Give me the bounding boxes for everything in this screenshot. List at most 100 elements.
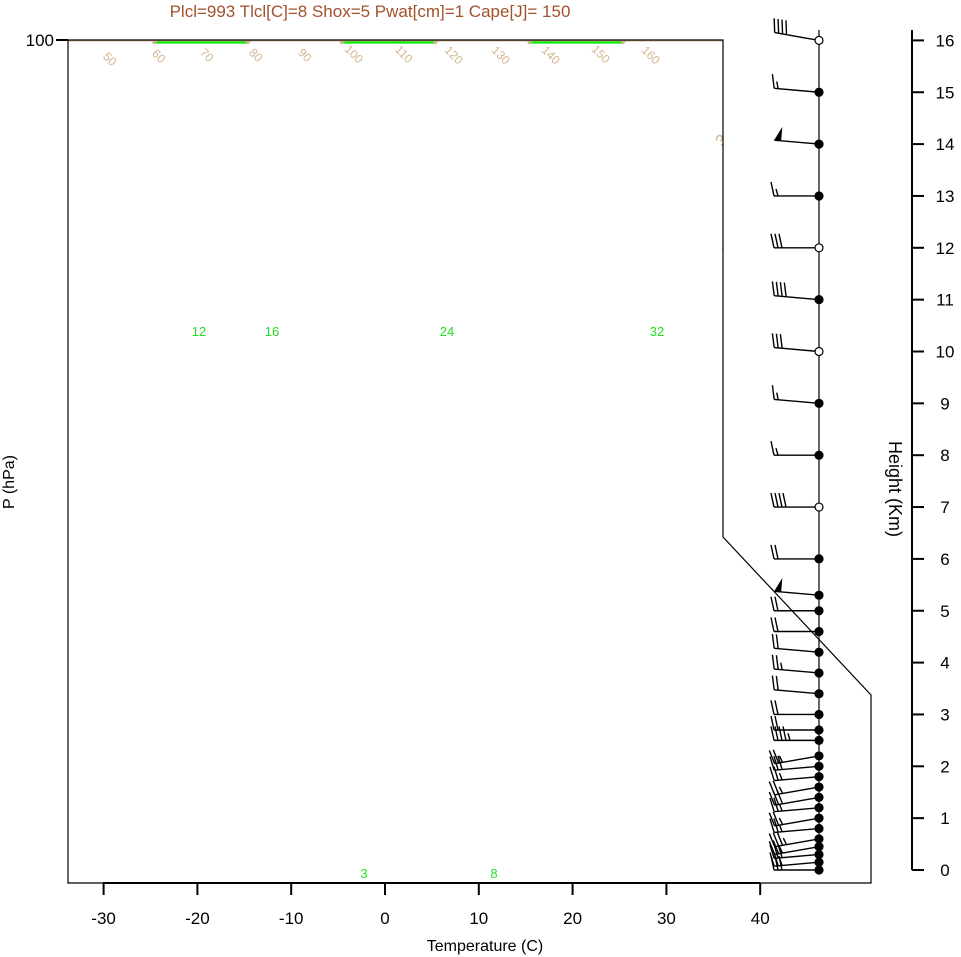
- height-tick-label: 1: [940, 809, 949, 828]
- wind-barb-flag: [772, 780, 780, 795]
- wind-barb-flag: [775, 634, 779, 649]
- wind-barb-flag: [770, 492, 775, 508]
- wind-barb-flag: [771, 634, 775, 649]
- wind-level-marker: [814, 751, 824, 761]
- y-tick-label: 100: [26, 31, 54, 50]
- wind-barb-flag: [768, 833, 776, 847]
- wind-barb-half-flag: [782, 837, 788, 845]
- wind-level-marker: [814, 398, 824, 408]
- wind-barb-flag: [783, 282, 787, 297]
- wind-barb-staff: [774, 689, 820, 695]
- wind-barb-flag: [774, 700, 779, 715]
- x-axis-title: Temperature (C): [427, 938, 543, 955]
- wind-barb-half-flag: [778, 772, 783, 781]
- wind-barb-flag: [779, 333, 783, 349]
- wind-barb-half-flag: [776, 81, 779, 89]
- wind-barb-flag: [782, 492, 787, 508]
- x-tick-label: -30: [91, 909, 116, 928]
- wind-barb-pennant: [774, 577, 783, 592]
- wind-barb-flag: [778, 233, 783, 248]
- wind-barb-staff: [774, 87, 820, 93]
- wind-barb-flag: [771, 74, 775, 89]
- wind-barb-flag: [771, 675, 775, 690]
- mixing-ratio-label: 3: [360, 866, 367, 881]
- wind-barb-flag: [769, 844, 775, 859]
- moist-adiabat-label: 32: [650, 324, 664, 339]
- plot-frame: [67, 39, 872, 884]
- wind-level-marker: [814, 502, 824, 512]
- dry-adiabat-label: 160: [639, 43, 663, 67]
- wind-barb-half-flag: [778, 846, 784, 854]
- isotherm-label: 20: [718, 234, 745, 261]
- dry-adiabat-label: 80: [246, 45, 266, 65]
- wind-level-marker: [814, 243, 824, 253]
- height-tick-label: 16: [936, 31, 955, 50]
- wind-barb-half-flag: [776, 392, 779, 400]
- wind-barb-staff: [774, 295, 820, 301]
- wind-level-marker: [814, 865, 824, 875]
- wind-barb-flag: [772, 749, 780, 764]
- isotherm-label: -10: [741, 537, 772, 568]
- dry-adiabat-label: 150: [589, 42, 613, 66]
- wind-barb-flag: [774, 726, 779, 741]
- x-tick-label: 30: [657, 909, 676, 928]
- wind-barb-pennant: [774, 126, 783, 141]
- height-tick-label: 9: [940, 394, 949, 413]
- wind-barb-flag: [772, 832, 780, 847]
- wind-barb-flag: [768, 812, 776, 827]
- dry-adiabat-label: 70: [197, 45, 217, 65]
- wind-level-marker: [814, 823, 824, 834]
- wind-barb-flag: [781, 19, 784, 35]
- wind-barb-staff: [774, 139, 820, 145]
- dry-adiabat-line: [68, 40, 129, 42]
- wind-barb-flag: [775, 281, 779, 297]
- x-tick-label: -20: [185, 909, 210, 928]
- axis-layer: 1001502002503004005007008501000-30-20-10…: [26, 30, 955, 928]
- wind-barb-staff: [774, 31, 820, 42]
- wind-barb-flag: [774, 544, 779, 560]
- wind-barb-flag: [768, 840, 776, 855]
- isotherm-line: [527, 40, 871, 45]
- height-tick-label: 0: [940, 861, 949, 880]
- height-tick-label: 13: [936, 187, 955, 206]
- wind-level-marker: [814, 295, 824, 305]
- x-tick-label: 10: [469, 909, 488, 928]
- wind-level-marker: [814, 450, 824, 460]
- height-axis-title: Height (Km): [885, 441, 905, 537]
- moist-adiabat-label: 12: [192, 324, 206, 339]
- wind-barb-flag: [774, 492, 779, 508]
- wind-barb-staff: [774, 590, 820, 596]
- isotherm-band: [528, 40, 871, 44]
- wind-barb-flag: [770, 715, 775, 731]
- dry-adiabat-label: 130: [489, 43, 513, 67]
- wind-barb-flag: [775, 655, 779, 670]
- wind-barb-flag: [770, 726, 775, 741]
- height-tick-label: 4: [940, 654, 949, 673]
- wind-level-marker: [814, 761, 824, 771]
- dry-adiabat-label: 110: [392, 42, 416, 66]
- wind-barb-half-flag: [778, 817, 784, 825]
- wind-level-marker: [814, 554, 824, 564]
- wind-level-marker: [814, 191, 824, 201]
- wind-barb-half-flag: [778, 858, 783, 866]
- wind-level-marker: [814, 139, 824, 149]
- wind-barb-flag: [769, 818, 775, 833]
- chart-title: Plcl=993 Tlcl[C]=8 Shox=5 Pwat[cm]=1 Cap…: [170, 2, 571, 21]
- wind-level-marker: [814, 35, 824, 46]
- wind-barb-flag: [770, 181, 775, 197]
- wind-barb-flag: [778, 492, 783, 508]
- isotherm-line: [68, 40, 110, 45]
- wind-barb-flag: [773, 18, 776, 33]
- wind-level-marker: [814, 782, 824, 792]
- x-tick-label: 20: [563, 909, 582, 928]
- wind-barb-flag: [770, 233, 775, 248]
- wind-level-marker: [814, 725, 824, 735]
- height-tick-label: 10: [936, 343, 955, 362]
- x-tick-label: -10: [279, 909, 304, 928]
- wind-barb-flag: [771, 281, 775, 296]
- wind-level-marker: [814, 87, 824, 97]
- dry-adiabat-label: 60: [149, 46, 169, 66]
- wind-barb-flag: [770, 441, 775, 456]
- wind-level-marker: [814, 626, 824, 637]
